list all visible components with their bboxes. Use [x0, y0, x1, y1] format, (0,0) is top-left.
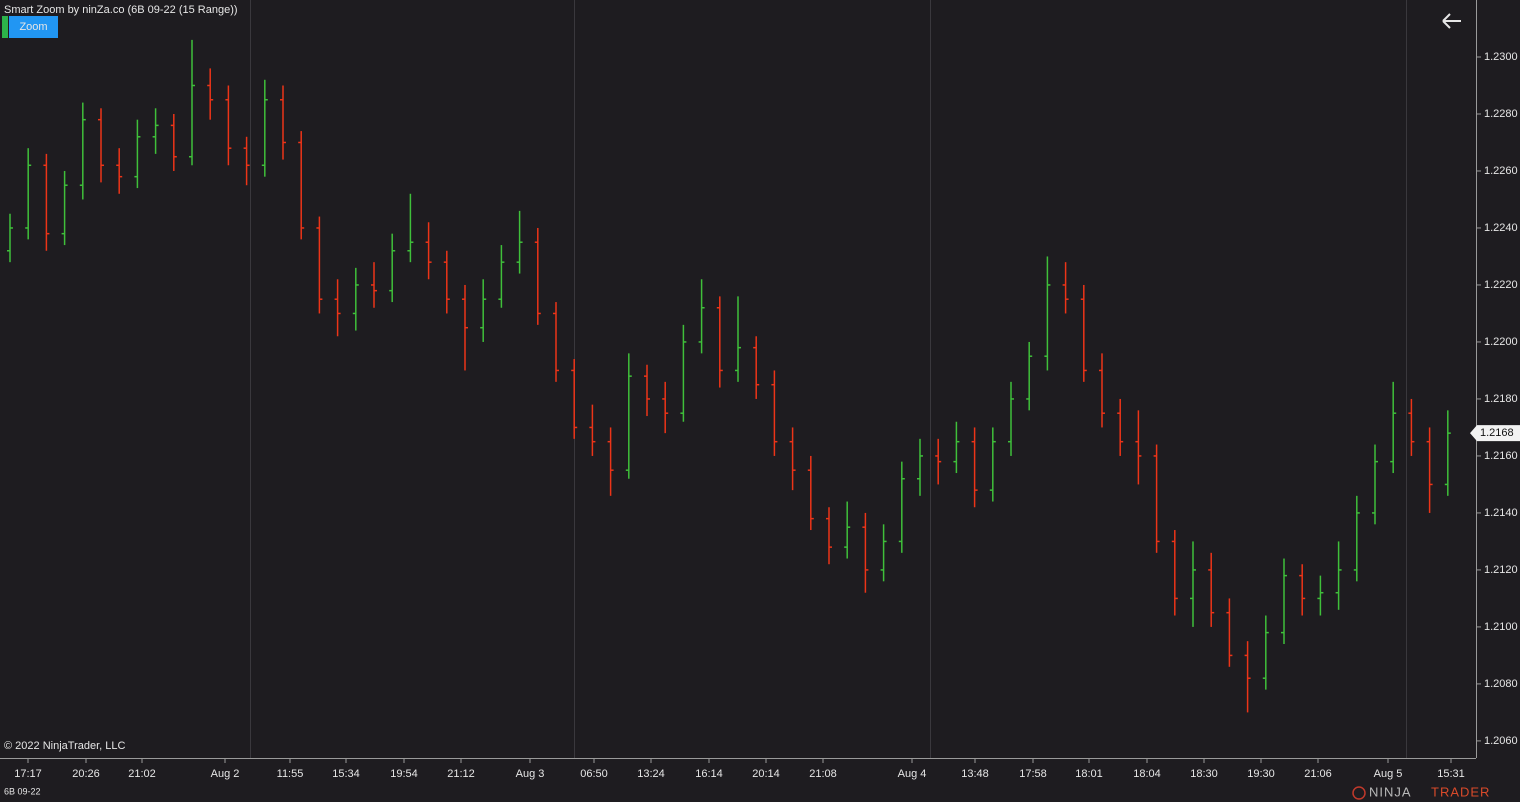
y-tick-label: 1.2280 — [1484, 108, 1518, 120]
y-tick-label: 1.2300 — [1484, 51, 1518, 63]
x-tick-label: 15:31 — [1437, 768, 1465, 780]
price-bars — [7, 39, 1451, 713]
x-tick-label: 18:04 — [1133, 768, 1161, 780]
y-tick-label: 1.2120 — [1484, 564, 1518, 576]
x-tick-label: Aug 2 — [211, 768, 240, 780]
x-tick-label: 06:50 — [580, 768, 608, 780]
x-tick-label: 13:48 — [961, 768, 989, 780]
x-tick-label: 19:30 — [1247, 768, 1275, 780]
y-tick-label: 1.2100 — [1484, 621, 1518, 633]
y-tick-label: 1.2240 — [1484, 222, 1518, 234]
zoom-button-label[interactable]: Zoom — [19, 21, 47, 33]
zoom-button[interactable] — [9, 16, 58, 38]
y-tick-label: 1.2060 — [1484, 735, 1518, 747]
x-tick-label: 20:14 — [752, 768, 780, 780]
x-tick-label: Aug 4 — [898, 768, 927, 780]
back-arrow[interactable] — [1442, 13, 1461, 29]
x-tick-label: 21:12 — [447, 768, 475, 780]
instrument-label: 6B 09-22 — [4, 786, 41, 796]
x-tick-label: 18:30 — [1190, 768, 1218, 780]
button-marker — [2, 16, 8, 38]
x-tick-label: 17:58 — [1019, 768, 1047, 780]
x-tick-label: 16:14 — [695, 768, 723, 780]
y-tick-label: 1.2080 — [1484, 678, 1518, 690]
x-tick-label: 20:26 — [72, 768, 100, 780]
x-tick-label: 15:34 — [332, 768, 360, 780]
y-tick-label: 1.2220 — [1484, 279, 1518, 291]
logo-text-1: NINJA — [1369, 784, 1412, 799]
x-tick-label: 21:02 — [128, 768, 156, 780]
x-tick-label: 13:24 — [637, 768, 665, 780]
y-tick-label: 1.2140 — [1484, 507, 1518, 519]
chart-title: Smart Zoom by ninZa.co (6B 09-22 (15 Ran… — [4, 4, 238, 16]
logo-text-2: TRADER — [1431, 784, 1490, 799]
x-tick-label: 19:54 — [390, 768, 418, 780]
x-tick-label: 21:06 — [1304, 768, 1332, 780]
last-price-label: 1.2168 — [1480, 427, 1514, 439]
y-tick-label: 1.2260 — [1484, 165, 1518, 177]
y-tick-label: 1.2180 — [1484, 393, 1518, 405]
x-tick-label: 11:55 — [277, 768, 304, 780]
x-tick-label: Aug 5 — [1374, 768, 1403, 780]
x-tick-label: 17:17 — [14, 768, 42, 780]
x-tick-label: 21:08 — [809, 768, 837, 780]
last-price-box — [1470, 425, 1520, 442]
x-tick-label: 18:01 — [1075, 768, 1103, 780]
y-tick-label: 1.2200 — [1484, 336, 1518, 348]
x-tick-label: Aug 3 — [516, 768, 545, 780]
logo-icon — [1352, 786, 1366, 800]
y-tick-label: 1.2160 — [1484, 450, 1518, 462]
copyright: © 2022 NinjaTrader, LLC — [4, 740, 125, 752]
